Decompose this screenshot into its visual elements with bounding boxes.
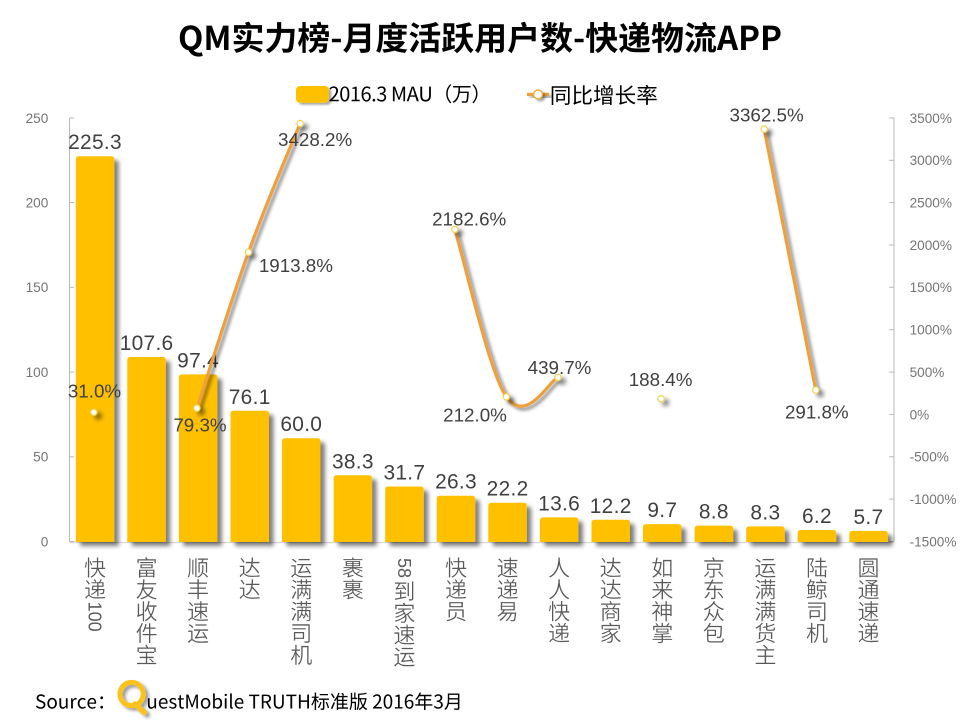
svg-text:9.7: 9.7 xyxy=(647,499,677,522)
svg-text:1000%: 1000% xyxy=(910,323,952,338)
svg-text:31.0%: 31.0% xyxy=(68,381,122,402)
svg-text:0%: 0% xyxy=(910,407,930,422)
svg-text:212.0%: 212.0% xyxy=(443,405,507,426)
svg-text:-500%: -500% xyxy=(910,450,949,465)
svg-text:100: 100 xyxy=(85,602,105,632)
svg-text:8.3: 8.3 xyxy=(750,501,780,524)
svg-text:2500%: 2500% xyxy=(910,196,952,211)
svg-text:1913.8%: 1913.8% xyxy=(259,255,333,276)
svg-text:60.0: 60.0 xyxy=(280,413,322,436)
svg-text:3362.5%: 3362.5% xyxy=(730,105,804,126)
svg-text:76.1: 76.1 xyxy=(229,386,271,409)
svg-text:500%: 500% xyxy=(910,365,945,380)
svg-text:58: 58 xyxy=(394,558,414,578)
svg-text:188.4%: 188.4% xyxy=(629,369,693,390)
svg-text:79.3%: 79.3% xyxy=(173,414,227,435)
svg-text:200: 200 xyxy=(26,196,49,211)
svg-text:12.2: 12.2 xyxy=(590,495,632,518)
svg-text:31.7: 31.7 xyxy=(383,462,425,485)
svg-text:38.3: 38.3 xyxy=(332,450,374,473)
svg-text:225.3: 225.3 xyxy=(68,131,122,154)
svg-text:3428.2%: 3428.2% xyxy=(278,129,352,150)
svg-text:3000%: 3000% xyxy=(910,153,952,168)
svg-text:250: 250 xyxy=(26,111,49,126)
svg-text:2000%: 2000% xyxy=(910,238,952,253)
svg-text:150: 150 xyxy=(26,280,49,295)
svg-text:26.3: 26.3 xyxy=(435,471,477,494)
svg-text:100: 100 xyxy=(26,365,49,380)
svg-text:-1000%: -1000% xyxy=(910,492,957,507)
svg-text:6.2: 6.2 xyxy=(802,505,832,528)
svg-text:13.6: 13.6 xyxy=(538,492,580,515)
svg-text:22.2: 22.2 xyxy=(487,478,529,501)
svg-text:2182.6%: 2182.6% xyxy=(432,209,506,230)
svg-text:97.4: 97.4 xyxy=(177,349,219,372)
svg-text:1500%: 1500% xyxy=(910,280,952,295)
svg-text:5.7: 5.7 xyxy=(854,506,884,529)
svg-text:291.8%: 291.8% xyxy=(785,401,849,422)
svg-text:3500%: 3500% xyxy=(910,111,952,126)
svg-text:439.7%: 439.7% xyxy=(528,357,592,378)
svg-text:8.8: 8.8 xyxy=(699,501,729,524)
svg-text:-1500%: -1500% xyxy=(910,534,957,549)
svg-text:107.6: 107.6 xyxy=(120,332,174,355)
svg-text:50: 50 xyxy=(33,450,49,465)
svg-text:0: 0 xyxy=(41,534,49,549)
